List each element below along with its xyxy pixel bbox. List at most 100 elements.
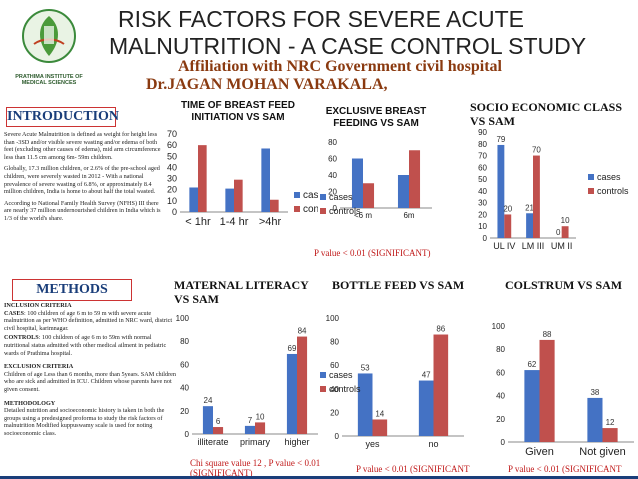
- category-label: no: [428, 439, 438, 449]
- intro-paragraph: Globally, 17.3 million children, or 2.6%…: [4, 165, 160, 196]
- legend-swatch: [320, 194, 326, 200]
- bar-cases: [418, 380, 434, 436]
- methodology-heading: METHODOLOGY: [4, 399, 56, 407]
- pvalue-bottle: P value < 0.01 (SIGNIFICANT: [356, 464, 470, 474]
- category-label: primary: [240, 437, 271, 447]
- data-label: 0: [556, 228, 561, 237]
- bar-controls: [255, 422, 266, 434]
- legend-swatch: [294, 192, 300, 198]
- category-label: Not given: [579, 446, 625, 458]
- bar-controls: [270, 199, 279, 212]
- y-tick-label: 40: [330, 385, 339, 394]
- y-tick-label: 80: [330, 338, 339, 347]
- data-label: 10: [256, 412, 265, 421]
- y-tick-label: 60: [478, 163, 487, 172]
- bar-controls: [561, 226, 569, 238]
- data-label: 79: [496, 135, 505, 144]
- y-tick-label: 40: [328, 171, 337, 180]
- bar-controls: [363, 183, 375, 208]
- author: Dr.JAGAN MOHAN VARAKALA,: [146, 76, 388, 93]
- bar-cases: [526, 213, 533, 238]
- bar-controls: [198, 145, 207, 212]
- intro-paragraph: Severe Acute Malnutrition is defined as …: [4, 131, 161, 161]
- y-tick-label: 40: [167, 162, 177, 172]
- pvalue-colostrum: P value < 0.01 (SIGNIFICANT: [508, 464, 622, 474]
- legend-swatch: [320, 208, 326, 214]
- data-label: 7: [248, 416, 253, 425]
- y-tick-label: 0: [185, 430, 190, 439]
- category-label: 6m: [403, 211, 414, 220]
- y-tick-label: 60: [180, 360, 189, 369]
- bar-cases: [189, 187, 198, 212]
- data-label: 21: [525, 203, 534, 212]
- chart-excl-bf: 0 20 40 60 80 <6 m 6m cases controls: [320, 138, 432, 220]
- y-tick-label: 0: [172, 207, 177, 217]
- y-tick-label: 0: [335, 432, 340, 441]
- y-tick-label: 20: [478, 210, 487, 219]
- bar-cases: [524, 370, 540, 442]
- chart-title-bottle: BOTTLE FEED VS SAM: [332, 278, 465, 292]
- bar-controls: [533, 155, 540, 238]
- methods-body: INCLUSION CRITERIA CASES: 100 children o…: [4, 302, 176, 438]
- legend-label: cases: [329, 192, 353, 202]
- category-label: < 1hr: [185, 216, 211, 228]
- data-label: 24: [204, 396, 213, 405]
- bar-cases: [244, 425, 255, 434]
- data-label: 69: [288, 344, 297, 353]
- pvalue-maternal-1: Chi square value 12 , P value < 0.01: [190, 458, 321, 468]
- data-label: 10: [561, 216, 570, 225]
- cases-text: : 100 children of age 6 m to 59 m with s…: [4, 309, 173, 332]
- y-tick-label: 10: [478, 222, 487, 231]
- bar-cases: [497, 144, 505, 238]
- methods-block-controls: CONTROLS: 100 children of age 6 m to 59m…: [4, 334, 176, 357]
- legend-swatch: [588, 174, 594, 180]
- controls-text: : 100 children of age 6 m to 59m with no…: [4, 334, 167, 357]
- bar-cases: [397, 175, 409, 208]
- y-tick-label: 60: [330, 361, 339, 370]
- y-tick-label: 40: [180, 384, 189, 393]
- y-tick-label: 0: [483, 234, 488, 243]
- bar-controls: [504, 214, 512, 238]
- legend-label: cases: [597, 172, 621, 182]
- category-label: UL IV: [493, 241, 515, 251]
- bar-controls: [539, 339, 555, 442]
- category-label: yes: [365, 439, 380, 449]
- pvalue-maternal-2: (SIGNIFICANT): [190, 468, 253, 478]
- controls-label: CONTROLS: [4, 334, 39, 342]
- data-label: 62: [527, 360, 536, 369]
- y-tick-label: 100: [326, 314, 340, 323]
- y-tick-label: 60: [328, 155, 337, 164]
- legend-label: controls: [303, 204, 318, 215]
- y-tick-label: 70: [167, 129, 177, 139]
- y-tick-label: 60: [496, 368, 505, 377]
- category-label: LM III: [522, 241, 545, 251]
- legend-label: controls: [329, 384, 361, 394]
- bar-controls: [234, 179, 243, 212]
- y-tick-label: 0: [333, 204, 338, 213]
- data-label: 53: [361, 363, 370, 372]
- title-line-1: RISK FACTORS FOR SEVERE ACUTE: [118, 6, 524, 32]
- y-tick-label: 100: [492, 322, 506, 331]
- title-line-2: MALNUTRITION - A CASE CONTROL STUDY: [109, 33, 587, 59]
- category-label: illiterate: [197, 437, 228, 447]
- bar-cases: [225, 188, 234, 212]
- methodology-text: Detailed nutrition and socioeconomic his…: [4, 407, 165, 437]
- y-tick-label: 90: [478, 128, 487, 137]
- legend-label: cases: [303, 190, 318, 201]
- y-tick-label: 40: [478, 187, 487, 196]
- introduction-body: Severe Acute Malnutrition is defined as …: [4, 131, 164, 223]
- category-label: UM II: [551, 241, 573, 251]
- category-label: Given: [525, 446, 554, 458]
- introduction-heading: INTRODUCTION: [6, 107, 119, 127]
- chart-title-colostrum: COLSTRUM VS SAM: [505, 278, 623, 292]
- category-label: >4hr: [259, 216, 282, 228]
- chart-title-bf-init: TIME OF BREAST FEED INITIATION VS SAM: [181, 100, 295, 123]
- data-label: 86: [436, 325, 445, 334]
- y-tick-label: 0: [501, 438, 506, 447]
- bar-controls: [372, 419, 388, 436]
- legend-swatch: [588, 188, 594, 194]
- y-tick-label: 50: [167, 151, 177, 161]
- data-label: 70: [532, 146, 541, 155]
- chart-title-socio: SOCIO ECONOMIC CLASS VS SAM: [470, 100, 623, 128]
